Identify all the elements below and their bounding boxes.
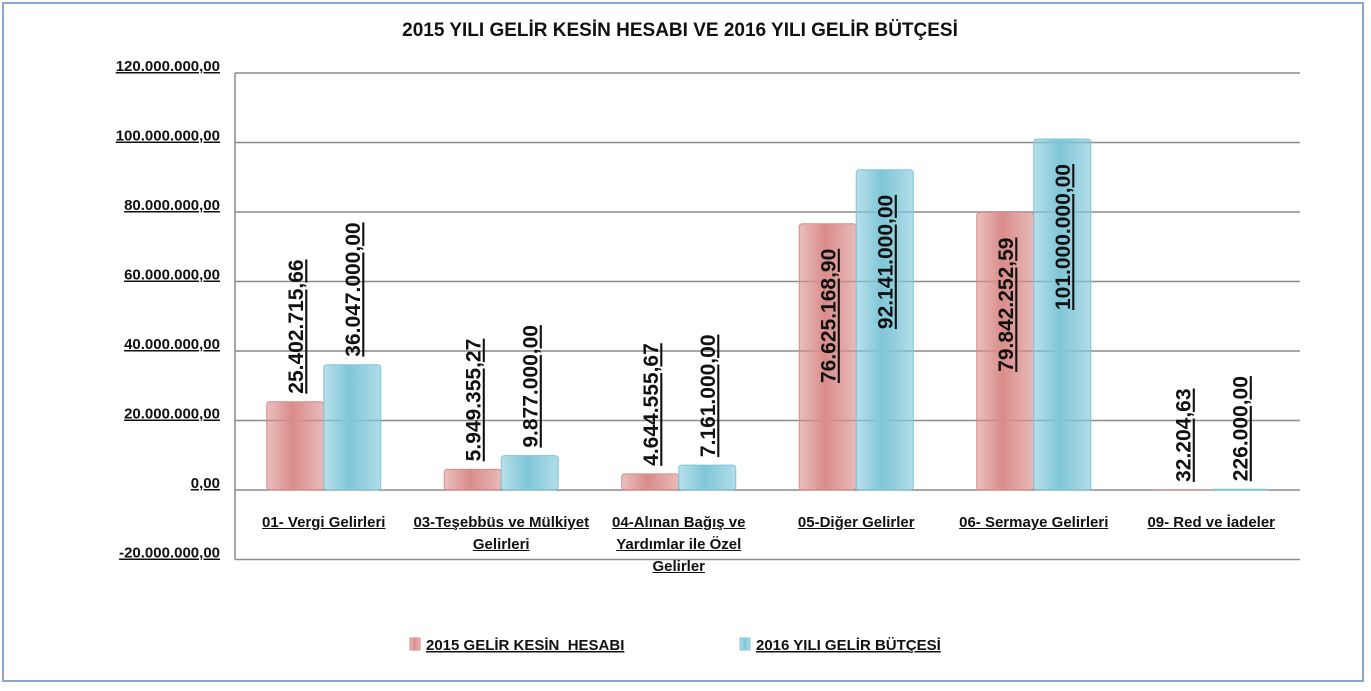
- bar: [501, 456, 558, 490]
- bar: [679, 465, 736, 490]
- x-tick-label: 01- Vergi Gelirleri: [235, 512, 413, 534]
- data-label: 76.625.168,90: [818, 249, 841, 383]
- data-label: 36.047.000,00: [342, 222, 365, 356]
- bar: [444, 469, 501, 490]
- data-label: 101.000.000,00: [1052, 164, 1075, 310]
- data-label: 25.402.715,66: [285, 259, 308, 393]
- bar: [1211, 489, 1268, 490]
- data-label: 5.949.355,27: [463, 339, 486, 462]
- bar: [622, 474, 679, 490]
- legend-swatch: [740, 638, 750, 650]
- x-tick-label: 05-Diğer Gelirler: [768, 512, 946, 534]
- data-label: 7.161.000,00: [697, 334, 720, 457]
- x-tick-label: 03-Teşebbüs ve Mülkiyet Gelirleri: [413, 512, 591, 556]
- chart-title: 2015 YILI GELİR KESİN HESABI VE 2016 YIL…: [402, 20, 958, 41]
- legend-label: 2016 YILI GELİR BÜTÇESİ: [756, 637, 941, 654]
- data-label: 32.204,63: [1173, 388, 1196, 481]
- x-tick-label-box: 04-Alınan Bağış ve Yardımlar ile Özel Ge…: [590, 512, 768, 602]
- x-tick-label-box: 05-Diğer Gelirler: [768, 512, 946, 602]
- x-tick-label-box: 01- Vergi Gelirleri: [235, 512, 413, 602]
- y-tick-label: 120.000.000,00: [116, 58, 220, 75]
- x-tick-label: 06- Sermaye Gelirleri: [945, 512, 1123, 534]
- x-tick-label: 09- Red ve İadeler: [1123, 512, 1301, 534]
- y-tick-label: 40.000.000,00: [124, 336, 220, 353]
- data-label: 4.644.555,67: [640, 343, 663, 466]
- data-label: 92.141.000,00: [875, 195, 898, 329]
- x-tick-label-box: 06- Sermaye Gelirleri: [945, 512, 1123, 602]
- data-label: 9.877.000,00: [520, 325, 543, 448]
- x-tick-label-box: 09- Red ve İadeler: [1123, 512, 1301, 602]
- y-tick-label: 0,00: [191, 475, 220, 492]
- legend-label: 2015 GELİR KESİN HESABI: [426, 637, 624, 654]
- y-tick-label: 60.000.000,00: [124, 267, 220, 284]
- legend-swatch: [410, 638, 420, 650]
- data-label: 226.000,00: [1230, 376, 1253, 481]
- x-tick-label-box: 03-Teşebbüs ve Mülkiyet Gelirleri: [413, 512, 591, 602]
- data-label: 79.842.252,59: [995, 238, 1018, 372]
- y-tick-label: 80.000.000,00: [124, 197, 220, 214]
- bar: [324, 365, 381, 490]
- y-tick-label: 20.000.000,00: [124, 406, 220, 423]
- y-tick-label: -20.000.000,00: [119, 545, 220, 562]
- x-tick-label: 04-Alınan Bağış ve Yardımlar ile Özel Ge…: [590, 512, 768, 578]
- y-tick-label: 100.000.000,00: [116, 128, 220, 145]
- bar: [267, 402, 324, 490]
